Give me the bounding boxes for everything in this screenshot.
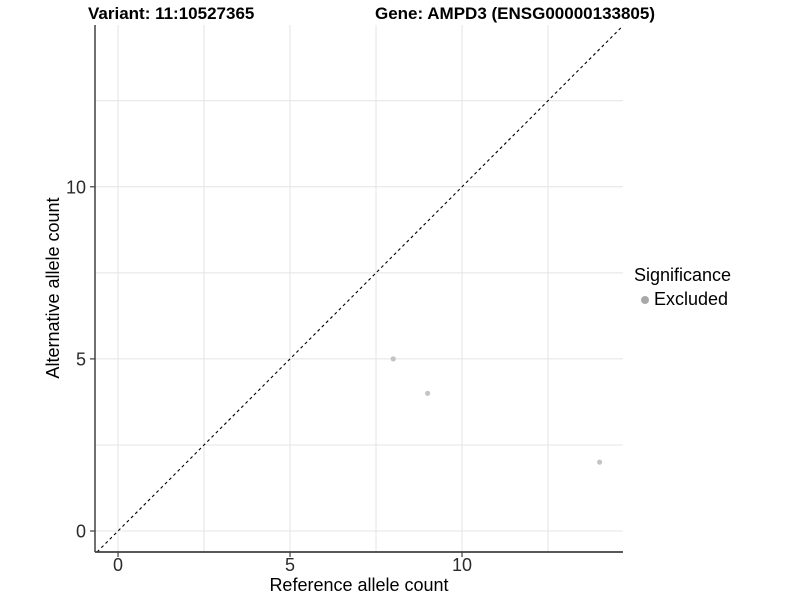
axis-ticks-and-labels: 0 5 10 0 5 10 — [66, 177, 472, 575]
identity-dashed-line — [96, 25, 624, 553]
legend-title: Significance — [634, 265, 732, 285]
data-point — [425, 390, 431, 396]
legend-item-excluded: Excluded — [634, 289, 731, 310]
x-tick-label: 0 — [113, 555, 123, 575]
legend-point-icon — [641, 295, 649, 304]
data-point — [597, 459, 603, 465]
y-tick-label: 5 — [76, 349, 86, 369]
variant-title: Variant: 11:10527365 — [88, 4, 255, 23]
y-axis-label: Alternative allele count — [43, 197, 63, 379]
legend: Significance Excluded — [634, 265, 731, 310]
x-axis-label: Reference allele count — [269, 575, 449, 595]
x-tick-label: 5 — [285, 555, 295, 575]
gridlines — [95, 25, 623, 552]
y-tick-label: 0 — [76, 522, 86, 542]
y-tick-label: 10 — [66, 177, 86, 197]
data-points — [390, 356, 603, 465]
data-point — [390, 356, 396, 362]
x-tick-label: 10 — [452, 555, 472, 575]
legend-item-label: Excluded — [654, 289, 729, 309]
gene-title: Gene: AMPD3 (ENSG00000133805) — [375, 4, 656, 23]
